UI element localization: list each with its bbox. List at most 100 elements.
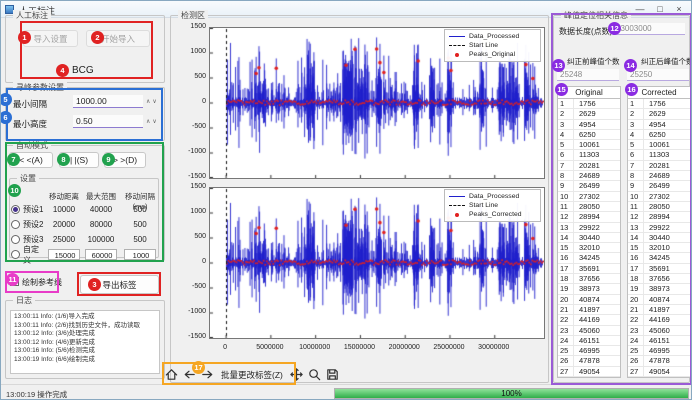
- legend-label: Start Line: [469, 42, 498, 49]
- table-row[interactable]: 2244169: [558, 315, 620, 325]
- row-index: 8: [558, 171, 574, 180]
- peak-value: 6250: [574, 130, 620, 139]
- preset-value: 500: [119, 205, 161, 214]
- table-row[interactable]: 2647878: [628, 356, 690, 366]
- x-tick-label: 5000000: [245, 344, 295, 351]
- table-row[interactable]: 1329922: [628, 223, 690, 233]
- row-index: 14: [628, 233, 644, 242]
- peak-value: 47878: [644, 356, 690, 365]
- preset-radio[interactable]: [11, 220, 20, 229]
- table-row[interactable]: 926499: [558, 181, 620, 191]
- table-row[interactable]: 510061: [558, 140, 620, 150]
- x-tick-label: 20000000: [379, 344, 429, 351]
- data-length-label: 数据长度(点数): [559, 26, 612, 37]
- home-icon[interactable]: [164, 367, 179, 382]
- table-row[interactable]: 2244169: [628, 315, 690, 325]
- table-row[interactable]: 2546995: [558, 346, 620, 356]
- table-row[interactable]: 2749054: [628, 367, 690, 377]
- table-row[interactable]: 611303: [558, 150, 620, 160]
- table-row[interactable]: 2446151: [628, 336, 690, 346]
- min-height-spinner[interactable]: ∧∨: [146, 118, 159, 125]
- table-row[interactable]: 1532010: [628, 243, 690, 253]
- table-row[interactable]: 1228994: [558, 212, 620, 222]
- table-row[interactable]: 1532010: [558, 243, 620, 253]
- table-row[interactable]: 34954: [628, 120, 690, 130]
- peak-value: 45060: [644, 326, 690, 335]
- row-index: 23: [628, 326, 644, 335]
- table-row[interactable]: 22629: [628, 109, 690, 119]
- table-row[interactable]: 2040874: [628, 295, 690, 305]
- min-height-input[interactable]: 0.50: [73, 115, 143, 128]
- table-row[interactable]: 510061: [628, 140, 690, 150]
- table-row[interactable]: 2141897: [628, 305, 690, 315]
- zoom-icon[interactable]: [307, 367, 322, 382]
- preset-custom-input[interactable]: 1000: [124, 249, 156, 260]
- y-tick-label: -1500: [174, 173, 206, 180]
- back-arrow-icon[interactable]: [182, 367, 197, 382]
- table-row[interactable]: 1027302: [558, 192, 620, 202]
- table-row[interactable]: 2345060: [628, 326, 690, 336]
- move-right-button[interactable]: > >(D): [104, 152, 146, 168]
- table-row[interactable]: 11756: [558, 99, 620, 109]
- move-left-button[interactable]: < <(A): [9, 152, 53, 168]
- preset-radio[interactable]: [11, 235, 20, 244]
- pan-icon[interactable]: [289, 367, 304, 382]
- table-row[interactable]: 2141897: [558, 305, 620, 315]
- table-row[interactable]: 2647878: [558, 356, 620, 366]
- x-tick-label: 25000000: [424, 344, 474, 351]
- table-row[interactable]: 1430440: [558, 233, 620, 243]
- import-settings-button[interactable]: 导入设置: [23, 30, 78, 47]
- min-interval-spinner[interactable]: ∧∨: [146, 98, 159, 105]
- table-row[interactable]: 720281: [558, 161, 620, 171]
- table-row[interactable]: 926499: [628, 181, 690, 191]
- preset-radio[interactable]: [11, 250, 20, 259]
- save-icon[interactable]: [325, 367, 340, 382]
- table-row[interactable]: 1128050: [628, 202, 690, 212]
- start-import-button[interactable]: 开始导入: [86, 30, 150, 47]
- table-row[interactable]: 1837656: [628, 274, 690, 284]
- table-row[interactable]: 824689: [628, 171, 690, 181]
- table-row[interactable]: 1430440: [628, 233, 690, 243]
- table-row[interactable]: 720281: [628, 161, 690, 171]
- table-row[interactable]: 1938973: [558, 284, 620, 294]
- table-row[interactable]: 1938973: [628, 284, 690, 294]
- table-row[interactable]: 46250: [558, 130, 620, 140]
- preset-radio[interactable]: [11, 205, 20, 214]
- log-output[interactable]: 13:00:11 Info: (1/6)导入完成13:00:11 Info: (…: [10, 310, 160, 374]
- export-labels-button[interactable]: 导出标签: [80, 275, 159, 294]
- table-row[interactable]: 1228994: [628, 212, 690, 222]
- table-row[interactable]: 1634245: [558, 253, 620, 263]
- table-row[interactable]: 1837656: [558, 274, 620, 284]
- table-row[interactable]: 2040874: [558, 295, 620, 305]
- table-row[interactable]: 46250: [628, 130, 690, 140]
- min-interval-input[interactable]: 1000.00: [73, 95, 143, 108]
- table-row[interactable]: 2749054: [558, 367, 620, 377]
- table-row[interactable]: 611303: [628, 150, 690, 160]
- peak-value: 46151: [644, 336, 690, 345]
- table-row[interactable]: 1735691: [558, 264, 620, 274]
- peak-value: 38973: [644, 284, 690, 293]
- table-row[interactable]: 11756: [628, 99, 690, 109]
- original-peaks-table[interactable]: Original 1175622629349544625051006161130…: [557, 86, 621, 378]
- table-row[interactable]: 1128050: [558, 202, 620, 212]
- table-row[interactable]: 2446151: [558, 336, 620, 346]
- preset-custom-input[interactable]: 15000: [48, 249, 80, 260]
- table-row[interactable]: 1027302: [628, 192, 690, 202]
- corrected-peaks-table[interactable]: Corrected 117562262934954462505100616113…: [627, 86, 691, 378]
- table-row[interactable]: 1735691: [628, 264, 690, 274]
- preset-custom-input[interactable]: 60000: [85, 249, 117, 260]
- y-tick-label: -1000: [174, 308, 206, 315]
- table-row[interactable]: 1329922: [558, 223, 620, 233]
- table-row[interactable]: 34954: [558, 120, 620, 130]
- table-row[interactable]: 824689: [558, 171, 620, 181]
- table-row[interactable]: 2546995: [628, 346, 690, 356]
- table-row[interactable]: 22629: [558, 109, 620, 119]
- forward-arrow-icon[interactable]: [200, 367, 215, 382]
- peak-value: 28994: [644, 212, 690, 221]
- stay-button[interactable]: | |(S): [59, 152, 99, 168]
- table-row[interactable]: 1634245: [628, 253, 690, 263]
- reference-line-checkbox[interactable]: [10, 277, 19, 286]
- legend-label: Data_Processed: [469, 33, 519, 40]
- batch-edit-labels-button[interactable]: 批量更改标签(Z): [218, 368, 286, 382]
- table-row[interactable]: 2345060: [558, 326, 620, 336]
